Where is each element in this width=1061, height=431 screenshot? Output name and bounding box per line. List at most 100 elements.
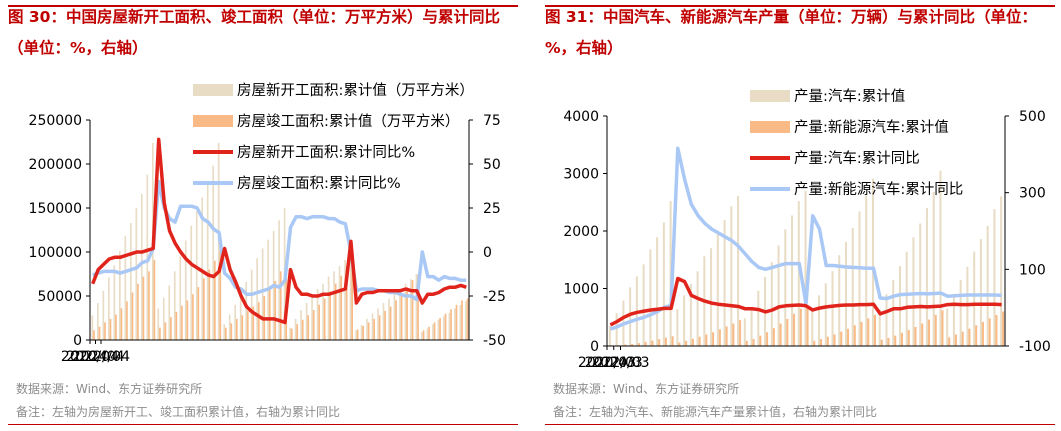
bar-series1 bbox=[925, 208, 928, 346]
bar-series1 bbox=[404, 283, 407, 340]
bar-series1 bbox=[865, 195, 868, 346]
bar-series1 bbox=[710, 248, 713, 346]
bar-series2 bbox=[948, 337, 951, 346]
bar-series1 bbox=[305, 303, 308, 340]
bar-series2 bbox=[203, 278, 205, 340]
bar-series2 bbox=[927, 319, 930, 346]
bar-series2 bbox=[219, 251, 222, 340]
bar-series2 bbox=[725, 326, 728, 346]
bar-series1 bbox=[437, 319, 440, 340]
x-tick-label: 2020/04 bbox=[61, 349, 119, 365]
bar-series1 bbox=[696, 271, 699, 346]
bar-series2 bbox=[921, 323, 924, 346]
bar-series2 bbox=[230, 323, 233, 340]
bar-series2 bbox=[170, 317, 172, 340]
bar-series1 bbox=[716, 231, 719, 346]
bar-series2 bbox=[867, 318, 870, 346]
bar-series2 bbox=[329, 291, 332, 340]
left-tick-label: 0 bbox=[590, 339, 599, 355]
bar-series2 bbox=[268, 288, 271, 340]
chart-note: 备注：左轴为房屋新开工、竣工面积累计值，右轴为累计同比 bbox=[16, 405, 341, 419]
bar-series1 bbox=[629, 287, 632, 346]
bar-series2 bbox=[671, 336, 674, 346]
bar-series2 bbox=[115, 314, 117, 340]
bar-series2 bbox=[98, 326, 101, 340]
bar-series1 bbox=[124, 236, 127, 340]
bar-series2 bbox=[752, 339, 755, 346]
bar-series1 bbox=[206, 183, 209, 340]
bar-series2 bbox=[241, 315, 244, 340]
bar-series2 bbox=[367, 322, 370, 340]
bar-series1 bbox=[454, 308, 456, 340]
bar-series2 bbox=[718, 329, 721, 346]
bar-series2 bbox=[164, 322, 167, 340]
bar-series1 bbox=[669, 201, 672, 346]
bar-series1 bbox=[377, 308, 379, 340]
bar-series1 bbox=[250, 269, 253, 340]
bar-series1 bbox=[195, 211, 198, 340]
bar-series2 bbox=[400, 294, 403, 340]
line-series2 bbox=[609, 146, 1002, 331]
bar-series1 bbox=[234, 304, 236, 340]
bar-series2 bbox=[988, 318, 991, 346]
bar-series1 bbox=[804, 190, 807, 346]
bar-series2 bbox=[181, 305, 183, 340]
left-tick-label: 200000 bbox=[29, 157, 82, 173]
bar-series2 bbox=[417, 274, 419, 340]
bar-series2 bbox=[461, 300, 463, 340]
bar-series2 bbox=[109, 318, 112, 340]
bar-series2 bbox=[362, 325, 364, 340]
bar-series1 bbox=[113, 265, 116, 340]
legend-label: 房屋新开工面积:累计值（万平方米） bbox=[237, 82, 474, 99]
bar-series2 bbox=[439, 318, 441, 340]
bar-series2 bbox=[934, 314, 937, 346]
bar-series2 bbox=[637, 343, 640, 346]
bar-series2 bbox=[186, 300, 189, 340]
chart-note: 备注：左轴为汽车、新能源汽车产量累计值，右轴为累计同比 bbox=[553, 405, 878, 419]
bar-series1 bbox=[432, 324, 434, 340]
bar-series2 bbox=[104, 322, 106, 340]
bar-series1 bbox=[410, 279, 412, 340]
bar-series1 bbox=[135, 208, 138, 340]
right-tick-label: 500 bbox=[1019, 109, 1046, 125]
bar-series2 bbox=[880, 339, 883, 346]
bar-series1 bbox=[448, 312, 451, 340]
bar-series1 bbox=[952, 294, 955, 346]
bar-series2 bbox=[137, 283, 139, 340]
bar-series1 bbox=[608, 325, 611, 346]
bar-series1 bbox=[173, 271, 176, 340]
bar-series1 bbox=[294, 318, 297, 340]
left-tick-label: 0 bbox=[73, 333, 82, 349]
bar-series2 bbox=[995, 314, 998, 346]
bar-series1 bbox=[1000, 196, 1003, 346]
legend-label: 产量:汽车:累计同比 bbox=[794, 150, 920, 167]
left-tick-label: 4000 bbox=[563, 109, 599, 125]
bar-series2 bbox=[257, 302, 260, 340]
bar-series2 bbox=[323, 298, 326, 340]
bar-series1 bbox=[730, 206, 733, 346]
bar-series1 bbox=[212, 165, 215, 340]
bar-series1 bbox=[228, 314, 231, 340]
x-tick-label: 2020/03 bbox=[578, 355, 636, 371]
right-tick-label: 0 bbox=[483, 245, 492, 261]
bar-series2 bbox=[1002, 311, 1005, 346]
bar-series2 bbox=[644, 341, 647, 346]
bar-series1 bbox=[184, 240, 187, 340]
bar-series1 bbox=[885, 294, 888, 346]
x-tick-label: 2022/03 bbox=[585, 355, 643, 371]
bar-series2 bbox=[840, 331, 843, 346]
legend-swatch bbox=[193, 84, 233, 96]
bar-series2 bbox=[631, 343, 634, 346]
legend-label: 房屋竣工面积:累计值（万平方米） bbox=[237, 113, 459, 130]
chart-panel-auto: 图 31：中国汽车、新能源汽车产量（单位：万辆）与累计同比（单位：%，右轴） 0… bbox=[545, 0, 1061, 431]
bar-series1 bbox=[811, 310, 814, 346]
left-tick-label: 1000 bbox=[563, 282, 599, 298]
bar-series2 bbox=[941, 310, 944, 346]
bar-series1 bbox=[239, 293, 242, 340]
bar-series1 bbox=[676, 309, 679, 346]
legend-label: 产量:汽车:累计值 bbox=[794, 88, 905, 105]
bar-series1 bbox=[656, 237, 659, 346]
bar-series1 bbox=[898, 266, 901, 346]
bar-series2 bbox=[334, 283, 337, 340]
bar-series2 bbox=[705, 334, 708, 346]
